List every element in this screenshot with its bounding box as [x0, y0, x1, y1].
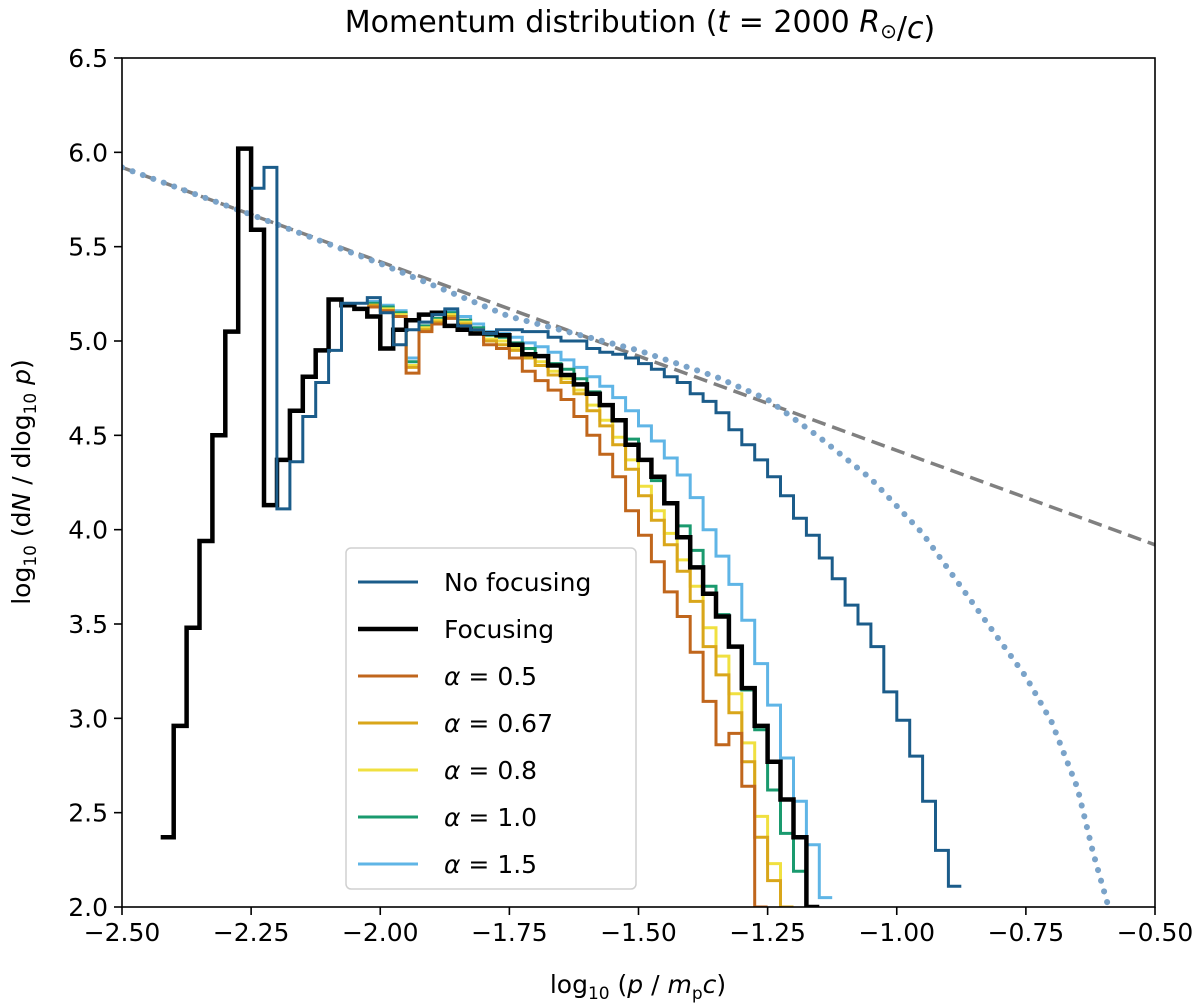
x-tick-label: −0.75: [988, 918, 1065, 947]
reference-dotted-curve: [122, 164, 1112, 907]
legend-label: α = 0.5: [444, 662, 537, 691]
y-tick-label: 2.0: [68, 893, 108, 922]
y-tick-label: 5.5: [68, 233, 108, 262]
legend-label: α = 0.8: [444, 756, 537, 785]
legend-label: No focusing: [444, 568, 591, 597]
legend-label: Focusing: [444, 615, 554, 644]
y-tick-label: 4.0: [68, 516, 108, 545]
x-tick-label: −1.75: [471, 918, 548, 947]
legend: No focusing Focusing α = 0.5 α = 0.67 α = 0.…: [345, 547, 637, 890]
y-tick-label: 6.5: [68, 44, 108, 73]
series-layer: [122, 146, 1155, 907]
legend-label: α = 1.5: [444, 850, 537, 879]
series-line-0: [251, 165, 962, 888]
x-axis-label: log10 (p / mpc): [550, 970, 726, 1004]
x-tick-label: −0.50: [1117, 918, 1194, 947]
x-tick-label: −1.25: [729, 918, 806, 947]
chart-title: Momentum distribution (t = 2000 R⊙/c): [345, 5, 935, 46]
x-axis: −2.50 −2.25 −2.00 −1.75 −1.50 −1.25 −1.00 −0.75…: [84, 907, 1194, 947]
reference-dashed-line: [122, 165, 1155, 547]
x-tick-label: −1.50: [600, 918, 677, 947]
y-tick-label: 3.0: [68, 704, 108, 733]
legend-label: α = 1.0: [444, 803, 537, 832]
x-tick-label: −2.50: [84, 918, 161, 947]
legend-label: α = 0.67: [444, 709, 553, 738]
y-tick-label: 3.5: [68, 610, 108, 639]
x-tick-label: −2.00: [342, 918, 419, 947]
x-tick-label: −2.25: [213, 918, 290, 947]
legend-box: [345, 547, 637, 890]
series-line-2: [367, 305, 768, 907]
y-axis-label: log10 (dN / dlog10 p): [7, 359, 41, 605]
y-tick-label: 2.5: [68, 799, 108, 828]
y-tick-label: 5.0: [68, 327, 108, 356]
x-tick-label: −1.00: [858, 918, 935, 947]
y-tick-label: 4.5: [68, 421, 108, 450]
y-tick-label: 6.0: [68, 138, 108, 167]
y-axis: 2.0 2.5 3.0 3.5 4.0 4.5 5.0 5.5 6.0 6.5: [68, 44, 122, 922]
